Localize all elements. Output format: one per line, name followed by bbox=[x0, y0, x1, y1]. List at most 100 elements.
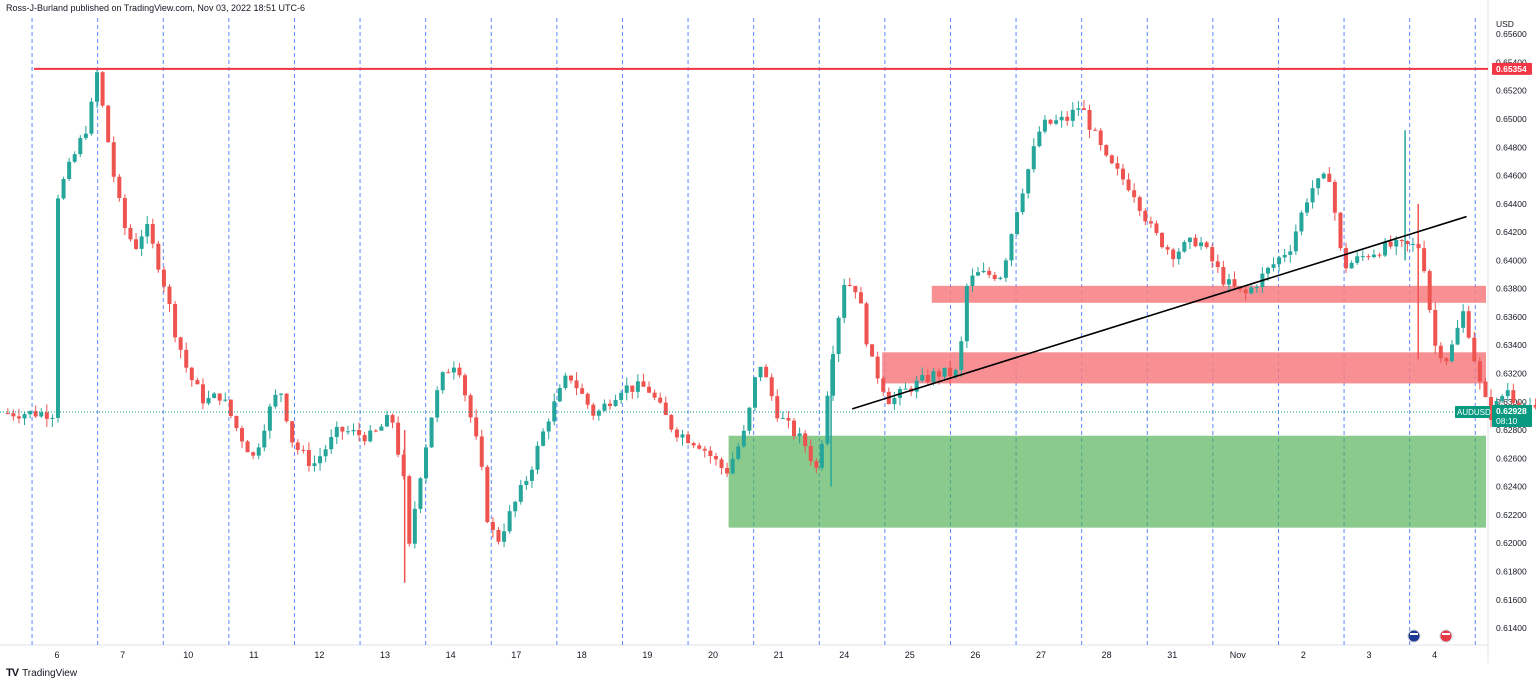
candle-body bbox=[529, 469, 534, 481]
candle-body bbox=[1176, 251, 1181, 260]
candle-body bbox=[747, 407, 752, 431]
candle-body bbox=[440, 372, 445, 391]
candle-body bbox=[396, 422, 401, 455]
candle-body bbox=[457, 367, 462, 376]
candle-body bbox=[61, 179, 66, 199]
tradingview-footer: TV TradingView bbox=[6, 667, 77, 679]
candle-body bbox=[1215, 261, 1220, 268]
x-tick-label: 31 bbox=[1167, 650, 1177, 660]
x-tick-label: 21 bbox=[774, 650, 784, 660]
candle-body bbox=[223, 399, 228, 401]
candle-body bbox=[585, 393, 590, 405]
candle-body bbox=[842, 284, 847, 318]
candle-body bbox=[719, 459, 724, 468]
candle-body bbox=[1243, 289, 1248, 294]
y-tick-label: 0.63800 bbox=[1496, 284, 1527, 294]
x-tick-label: 12 bbox=[314, 650, 324, 660]
candle-body bbox=[931, 371, 936, 383]
candle-body bbox=[1165, 247, 1170, 250]
x-tick-label: 24 bbox=[839, 650, 849, 660]
candle-body bbox=[920, 374, 925, 381]
candle-body bbox=[1349, 262, 1354, 269]
candle-body bbox=[1422, 248, 1427, 272]
candle-body bbox=[708, 450, 713, 457]
last-price-countdown: 08:10 bbox=[1496, 416, 1518, 426]
usa-flag-icon[interactable] bbox=[1439, 629, 1453, 643]
candle-body bbox=[1305, 202, 1310, 213]
candle-body bbox=[89, 101, 94, 134]
candle-body bbox=[858, 292, 863, 304]
candle-body bbox=[541, 431, 546, 446]
candle-body bbox=[83, 133, 88, 139]
candle-body bbox=[407, 476, 412, 544]
candle-body bbox=[903, 388, 908, 390]
candle-body bbox=[825, 395, 830, 444]
usa-flag-icon-circle bbox=[1439, 629, 1453, 643]
candle-body bbox=[1003, 260, 1008, 278]
candle-body bbox=[1026, 169, 1031, 194]
candle-body bbox=[251, 452, 256, 456]
candle-body bbox=[5, 413, 10, 415]
candle-body bbox=[1277, 257, 1282, 265]
candle-body bbox=[390, 415, 395, 423]
candle-body bbox=[507, 511, 512, 532]
candle-body bbox=[412, 508, 417, 544]
x-tick-label: 14 bbox=[446, 650, 456, 660]
candle-body bbox=[1310, 188, 1315, 203]
candle-body bbox=[1031, 146, 1036, 170]
candle-body bbox=[11, 413, 16, 417]
last-price-bg bbox=[1492, 404, 1532, 427]
y-tick-label: 0.64400 bbox=[1496, 199, 1527, 209]
candle-body bbox=[28, 411, 33, 415]
candle-body bbox=[329, 437, 334, 450]
candle-body bbox=[234, 416, 239, 429]
candle-body bbox=[306, 449, 311, 467]
candle-body bbox=[647, 386, 652, 393]
x-tick-label: 18 bbox=[577, 650, 587, 660]
candle-body bbox=[635, 381, 640, 392]
candle-body bbox=[200, 384, 205, 404]
candle-body bbox=[55, 198, 60, 418]
candle-body bbox=[1015, 212, 1020, 235]
trendline bbox=[851, 215, 1467, 410]
demand-zone bbox=[728, 435, 1486, 528]
x-tick-label: 7 bbox=[120, 650, 125, 660]
candle-body bbox=[1466, 311, 1471, 338]
candle-body bbox=[474, 417, 479, 437]
candle-body bbox=[568, 375, 573, 381]
australia-flag-icon[interactable] bbox=[1407, 629, 1421, 643]
candle-body bbox=[351, 429, 356, 432]
candle-body bbox=[1299, 212, 1304, 232]
y-tick-label: 0.65600 bbox=[1496, 29, 1527, 39]
x-tick-label: 27 bbox=[1036, 650, 1046, 660]
candle-body bbox=[1433, 310, 1438, 346]
candle-body bbox=[490, 522, 495, 530]
candle-body bbox=[161, 269, 166, 287]
candle-body bbox=[1132, 190, 1137, 198]
candle-body bbox=[178, 337, 183, 350]
candle-body bbox=[1126, 179, 1131, 191]
candle-body bbox=[641, 381, 646, 387]
candle-body bbox=[1410, 243, 1415, 245]
candle-body bbox=[373, 430, 378, 432]
candle-body bbox=[1288, 251, 1293, 255]
y-tick-label: 0.63600 bbox=[1496, 312, 1527, 322]
candle-body bbox=[239, 428, 244, 442]
candle-body bbox=[1042, 119, 1047, 132]
resistance-price-tag[interactable]: 0.65354 bbox=[1492, 62, 1532, 75]
candle-body bbox=[713, 456, 718, 460]
candle-body bbox=[290, 421, 295, 443]
candle-body bbox=[792, 420, 797, 436]
candle-body bbox=[128, 227, 133, 240]
candle-body bbox=[496, 529, 501, 542]
x-tick-label: 3 bbox=[1366, 650, 1371, 660]
candle-body bbox=[814, 461, 819, 468]
candle-body bbox=[1121, 168, 1125, 180]
x-tick-label: Nov bbox=[1230, 650, 1247, 660]
candle-body bbox=[925, 374, 930, 383]
candle-body bbox=[1438, 345, 1443, 359]
y-tick-label: 0.65200 bbox=[1496, 86, 1527, 96]
candle-body bbox=[446, 372, 451, 374]
